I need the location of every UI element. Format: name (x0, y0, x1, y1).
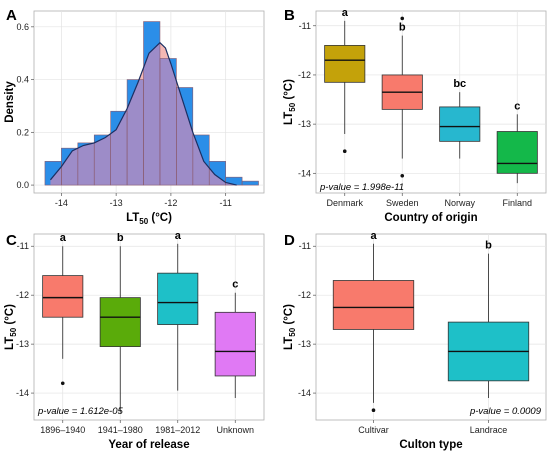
x-tick-label: Denmark (326, 198, 363, 208)
x-tick-label: 1941–1980 (98, 425, 143, 435)
outlier-point (400, 173, 405, 178)
histogram-bar-outline (192, 134, 210, 186)
boxplots-c: a b a c (42, 230, 256, 413)
significance-letter: b (117, 232, 124, 244)
y-tick-label: -13 (298, 119, 311, 129)
y-axis-title-b: LT50 (°C) (283, 79, 297, 125)
x-tick-label: 1981–2012 (155, 425, 200, 435)
box-finland (496, 131, 538, 174)
x-tick-label: Finland (502, 198, 532, 208)
panel-b: B a b bc c -14 -13 -12 -11 Denmark Sweden Norway F… (283, 7, 547, 224)
panel-letter-c: C (6, 232, 17, 249)
box-unknown (214, 311, 256, 377)
ticks-d: -14 -13 -12 -11 Cultivar Landrace (298, 241, 507, 435)
box-1981-2012 (157, 272, 199, 325)
y-tick-label: -11 (299, 21, 311, 31)
x-tick-label: -13 (110, 198, 123, 208)
y-axis-title-c: LT50 (°C) (4, 304, 18, 350)
boxplots-d: ab (332, 230, 530, 413)
y-tick-label: -12 (298, 70, 311, 80)
y-tick-label: 0.4 (16, 75, 29, 85)
box-norway (439, 106, 481, 142)
x-tick-label: -14 (55, 198, 68, 208)
histogram-bar-outline (241, 180, 259, 186)
overlap-bar (77, 142, 95, 186)
outlier-point (400, 16, 405, 21)
significance-letter: a (175, 230, 182, 242)
x-tick-label: Cultivar (358, 425, 389, 435)
y-axis-title-d: LT50 (°C) (283, 304, 297, 350)
ticks-a: 0.0 0.2 0.4 0.6 -14 -13 -12 -11 (16, 22, 231, 208)
x-axis-title-a: LT50 (°C) (126, 212, 172, 226)
overlap-bar (127, 79, 144, 186)
panel-c: C a b a c -14 -13 -12 -11 1896–1940 1941–1980 198… (4, 230, 265, 451)
y-tick-label: -13 (16, 339, 29, 349)
histogram-bar (225, 177, 243, 186)
y-tick-label: 0.0 (16, 180, 29, 190)
box-1896-1940 (42, 275, 84, 318)
y-tick-label: 0.6 (16, 22, 29, 32)
x-tick-label: Landrace (470, 425, 508, 435)
significance-letter: c (514, 100, 520, 112)
overlap-bar (143, 42, 160, 186)
y-tick-label: -11 (17, 241, 29, 251)
histogram-bar (242, 181, 259, 186)
x-axis-title-c: Year of release (108, 439, 189, 451)
density-line (49, 41, 237, 186)
y-tick-label: -11 (299, 241, 311, 251)
y-tick-label: -14 (298, 168, 311, 178)
x-tick-label: Sweden (386, 198, 419, 208)
significance-letter: bc (453, 78, 466, 90)
p-value-b: p-value = 1.998e-11 (319, 182, 404, 193)
boxplots-b: a b bc c (324, 7, 538, 184)
y-tick-label: -13 (298, 339, 311, 349)
significance-letter: c (232, 279, 238, 291)
overlap-bar (94, 134, 111, 186)
p-value-c: p-value = 1.612e-05 (37, 406, 123, 417)
x-tick-label: Norway (444, 198, 475, 208)
outlier-point (342, 149, 347, 153)
significance-letter: a (370, 230, 377, 242)
x-tick-label: Unknown (216, 425, 254, 435)
density-curve (49, 41, 237, 186)
panel-letter-b: B (284, 7, 295, 24)
panel-letter-d: D (284, 232, 295, 249)
panel-letter-a: A (6, 7, 17, 24)
box-1941-1980 (99, 297, 141, 347)
y-tick-label: -12 (298, 290, 311, 300)
significance-letter: b (399, 22, 406, 34)
significance-letter: b (485, 240, 492, 252)
x-tick-label: -12 (164, 198, 177, 208)
outlier-point (60, 381, 65, 386)
significance-letter: a (342, 7, 349, 19)
x-axis-title-d: Culton type (399, 439, 462, 451)
histogram-bars (44, 21, 259, 186)
x-tick-label: -11 (219, 198, 231, 208)
y-tick-label: -12 (16, 290, 29, 300)
outlier-point (371, 408, 376, 413)
ticks-b: -14 -13 -12 -11 Denmark Sweden Norway Finland (298, 21, 532, 208)
box-cultivar (332, 280, 415, 330)
histogram-bar-outline (208, 161, 226, 186)
y-tick-label: -14 (298, 388, 311, 398)
y-tick-label: 0.2 (16, 127, 29, 137)
box-denmark (324, 45, 366, 83)
panel-a: A 0.0 0.2 0.4 0.6 -14 -13 -12 -11 LT50 (°C) Den… (4, 7, 265, 226)
x-tick-label: 1896–1940 (40, 425, 85, 435)
p-value-d: p-value = 0.0009 (469, 406, 542, 417)
significance-letter: a (60, 232, 67, 244)
overlap-bar (159, 58, 177, 186)
y-tick-label: -14 (16, 388, 29, 398)
y-axis-title-a: Density (4, 81, 16, 123)
x-axis-title-b: Country of origin (384, 212, 477, 224)
ticks-c: -14 -13 -12 -11 1896–1940 1941–1980 1981–2012 U… (16, 241, 254, 435)
